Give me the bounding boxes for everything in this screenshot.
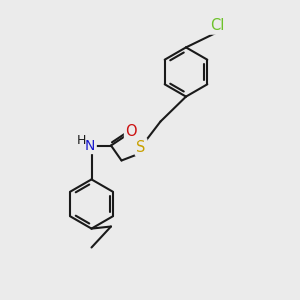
Text: S: S	[136, 140, 146, 154]
Text: N: N	[85, 139, 95, 152]
Text: Cl: Cl	[210, 18, 225, 33]
Text: H: H	[77, 134, 87, 147]
Text: O: O	[126, 124, 137, 140]
